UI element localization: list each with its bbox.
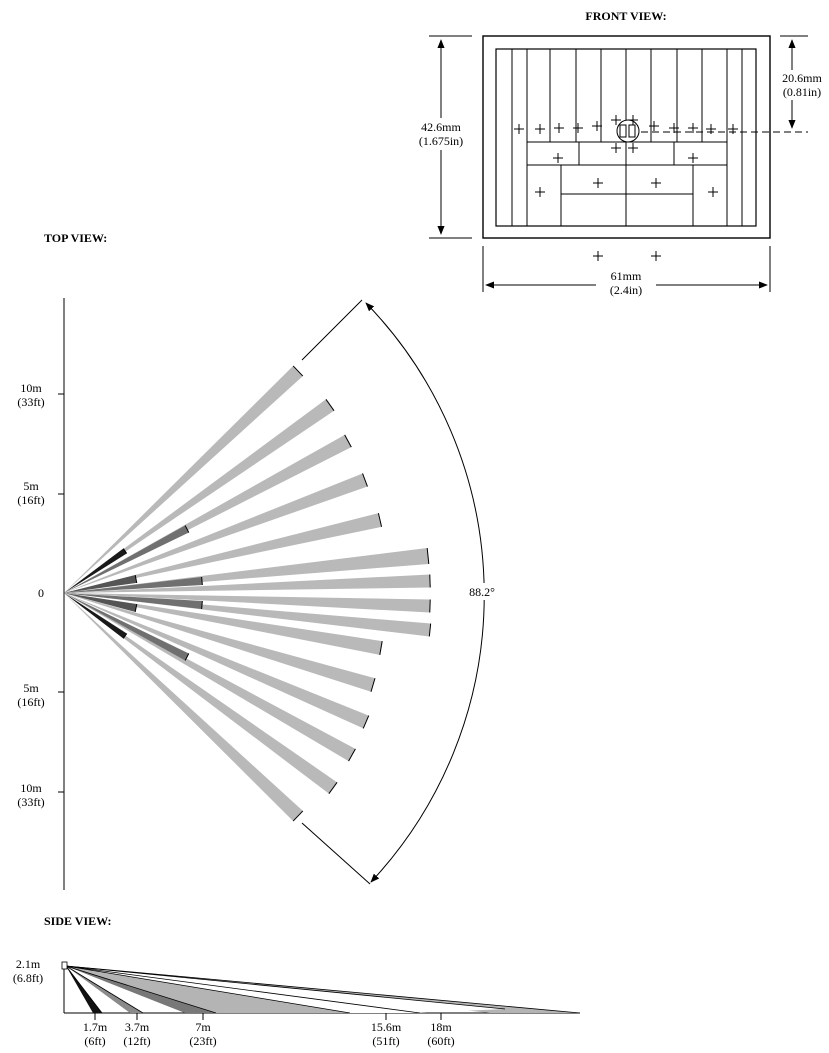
mount-height-ft: (6.8ft)	[13, 971, 43, 985]
dist-label-51ft: (51ft)	[372, 1034, 399, 1048]
far-zone-beam	[64, 593, 356, 762]
near-zone-beam	[64, 575, 137, 593]
mount-height-m: 2.1m	[16, 957, 41, 971]
far-zone-beam	[64, 513, 382, 593]
offset-mm-label: 20.6mm	[782, 71, 822, 85]
far-zone-beam	[64, 593, 303, 822]
beam-end-cap	[348, 748, 356, 762]
near-zone-beam	[64, 593, 127, 639]
offset-dimension: 20.6mm (0.81in)	[780, 35, 822, 129]
tick-label-33ft-bottom: (33ft)	[17, 795, 44, 809]
tick-label-16ft-bottom: (16ft)	[17, 695, 44, 709]
far-zone-beam	[64, 473, 368, 593]
near-zone-beam	[64, 593, 189, 661]
height-mm-label: 42.6mm	[421, 120, 461, 134]
far-zone-beam	[64, 548, 429, 593]
tick-label-10m-top: 10m	[20, 381, 42, 395]
width-mm-label: 61mm	[611, 269, 642, 283]
front-view: FRONT VIEW:	[410, 9, 822, 298]
tick-label-10m-bottom: 10m	[20, 781, 42, 795]
side-distance-ticks	[94, 1013, 442, 1020]
near-zone-beam	[64, 548, 127, 593]
tick-label-5m-bottom: 5m	[23, 681, 39, 695]
coverage-angle: 88.2°	[301, 299, 502, 885]
far-zone-beam	[64, 574, 431, 593]
tick-label-16ft-top: (16ft)	[17, 493, 44, 507]
near-zone-beam	[64, 577, 203, 593]
beam-end-cap	[201, 600, 203, 610]
front-view-title: FRONT VIEW:	[585, 9, 666, 23]
beam-end-cap	[292, 365, 304, 377]
far-zone-beam	[64, 365, 303, 593]
tick-label-5m-top: 5m	[23, 479, 39, 493]
far-zone-beam	[64, 593, 431, 613]
far-zone-beam	[64, 593, 431, 637]
beam-end-cap	[328, 782, 338, 794]
lens-focus-marks	[514, 115, 738, 261]
far-zone-beam	[64, 593, 375, 692]
pyro-sensor	[616, 119, 640, 143]
far-zone-beam	[64, 399, 335, 593]
far-zone-beam	[64, 593, 383, 655]
far-zone-beam	[64, 593, 338, 794]
width-dimension: 61mm (2.4in)	[482, 246, 771, 298]
top-view-ticks: 10m (33ft) 5m (16ft) 0 5m (16ft) 10m (33…	[17, 381, 64, 809]
beam-end-cap	[134, 603, 138, 613]
dist-label-15-6m: 15.6m	[371, 1020, 402, 1034]
near-zone-beam	[64, 593, 203, 609]
front-outer-frame	[482, 35, 771, 239]
beam-end-cap	[426, 547, 430, 565]
detection-beams	[64, 365, 432, 822]
height-dimension: 42.6mm (1.675in)	[410, 35, 472, 239]
top-view-title: TOP VIEW:	[44, 231, 107, 245]
beam-end-cap	[184, 653, 190, 661]
far-zone-beam	[64, 593, 369, 729]
top-view: TOP VIEW: 10m (33ft) 5m (16ft) 0 5m (16f…	[17, 231, 502, 890]
dist-label-6ft: (6ft)	[84, 1034, 105, 1048]
side-beam-gap	[66, 966, 505, 1013]
beam-end-cap	[122, 633, 128, 639]
beam-end-cap	[134, 574, 138, 584]
dist-label-1-7m: 1.7m	[83, 1020, 108, 1034]
side-beams	[61, 961, 581, 1014]
beam-end-cap	[201, 576, 203, 586]
dist-label-18m: 18m	[430, 1020, 452, 1034]
beam-end-cap	[325, 398, 335, 412]
dist-label-3-7m: 3.7m	[125, 1020, 150, 1034]
beam-end-cap	[428, 623, 432, 637]
coverage-angle-label: 88.2°	[469, 585, 495, 599]
offset-in-label: (0.81in)	[783, 85, 821, 99]
beam-end-cap	[184, 525, 190, 533]
beam-end-cap	[344, 434, 352, 448]
dist-label-12ft: (12ft)	[123, 1034, 150, 1048]
dist-label-23ft: (23ft)	[189, 1034, 216, 1048]
beam-end-cap	[292, 810, 304, 822]
tick-label-zero: 0	[38, 586, 44, 600]
dist-label-7m: 7m	[195, 1020, 211, 1034]
near-zone-beam	[64, 593, 137, 612]
side-view: SIDE VIEW: 2.1m (6.8ft)	[13, 914, 581, 1048]
beam-end-cap	[379, 641, 383, 655]
width-in-label: (2.4in)	[610, 283, 642, 297]
height-in-label: (1.675in)	[419, 134, 463, 148]
beam-end-cap	[122, 548, 128, 554]
dist-label-60ft: (60ft)	[427, 1034, 454, 1048]
near-zone-beam	[64, 525, 189, 593]
tick-label-33ft-top: (33ft)	[17, 395, 44, 409]
front-lens-segments	[511, 49, 743, 226]
side-view-title: SIDE VIEW:	[44, 914, 111, 928]
